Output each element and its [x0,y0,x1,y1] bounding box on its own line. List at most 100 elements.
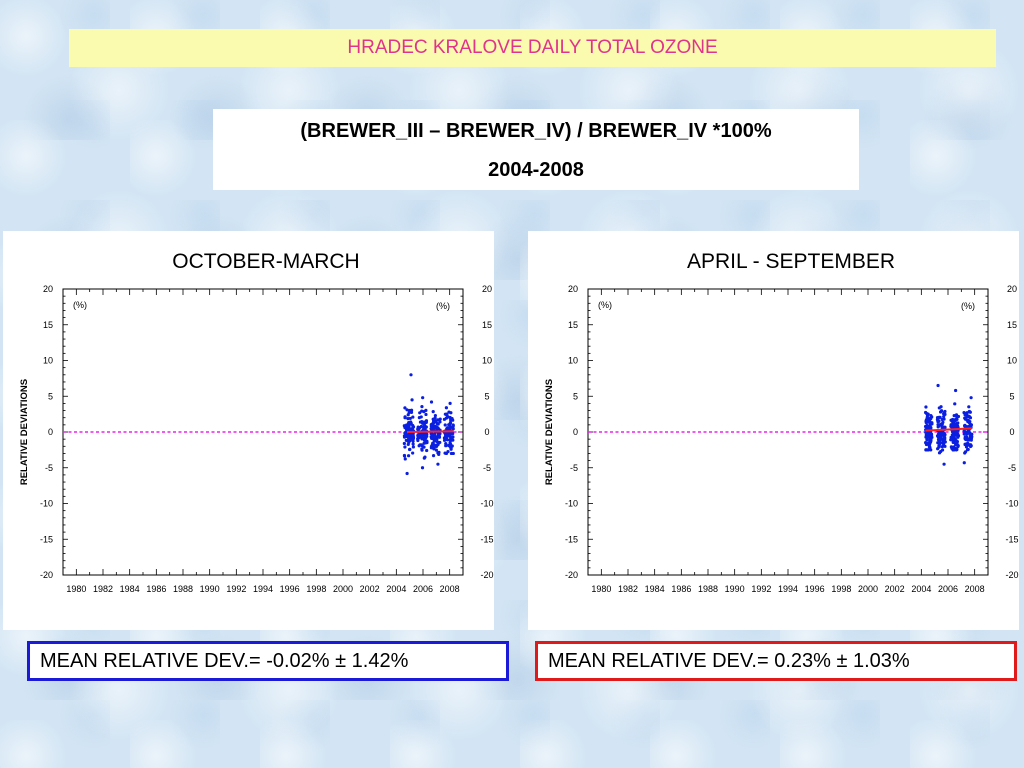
data-point [405,408,409,412]
y-tick-label-left: 0 [573,427,578,437]
data-point [942,435,946,439]
data-point [968,410,972,414]
y-tick-label-left: -15 [40,534,53,544]
y-tick-label-left: 15 [568,320,578,330]
data-point [421,396,425,400]
y-tick-label-right: 0 [484,427,489,437]
chart-title: APRIL - SEPTEMBER [687,250,895,273]
data-point [436,422,440,426]
data-point [927,443,931,447]
data-point [937,406,941,410]
data-point [929,433,934,437]
x-tick-label: 1994 [778,584,798,594]
y-tick-label-right: 10 [1007,356,1017,366]
y-tick-label-right: -20 [480,570,493,580]
data-point [422,441,426,445]
y-tick-label-right: -20 [1005,570,1018,580]
data-point [451,438,455,442]
data-point [429,446,433,450]
data-point [445,415,449,419]
data-point [419,424,423,429]
data-point [425,448,429,453]
data-point [423,455,427,459]
unit-label-right: (%) [961,301,975,311]
data-point [450,417,454,421]
data-point [940,417,944,422]
data-point [954,442,958,446]
data-point [410,433,415,437]
data-point [449,411,453,415]
data-point [432,447,436,451]
data-point [448,421,453,425]
data-point [956,435,960,439]
data-point [402,441,406,446]
y-tick-label-right: 15 [1007,320,1017,330]
y-axis-label: RELATIVE DEVIATIONS [544,379,555,485]
x-tick-label: 1992 [226,584,246,594]
y-tick-label-right: 0 [1009,427,1014,437]
data-point [409,408,414,412]
data-point [952,414,956,418]
data-point [407,421,411,425]
y-tick-label-right: -15 [1005,534,1018,544]
data-point [410,398,414,402]
y-tick-label-right: -10 [480,499,493,509]
data-point [938,410,943,414]
y-tick-label-left: -10 [40,499,53,509]
data-point [949,438,953,442]
x-tick-label: 1990 [725,584,745,594]
data-point [952,448,956,452]
data-point [963,431,967,435]
data-point [402,454,407,458]
data-point [936,423,940,427]
x-tick-label: 1996 [280,584,300,594]
data-point [935,416,940,420]
mean-deviation-box-right: MEAN RELATIVE DEV.= 0.23% ± 1.03% [535,641,1017,681]
data-point [924,430,928,435]
data-point [431,410,435,414]
x-tick-label: 2004 [386,584,406,594]
data-point [418,411,422,415]
data-point [442,417,447,421]
data-point [967,438,971,442]
y-tick-label-left: -20 [565,570,578,580]
data-point [955,447,959,452]
page-title: HRADEC KRALOVE DAILY TOTAL OZONE [69,29,996,67]
y-tick-label-left: 5 [48,391,53,401]
unit-label-left: (%) [73,300,87,310]
data-point [449,436,453,440]
data-point [451,423,455,427]
x-tick-label: 2008 [440,584,460,594]
data-point [431,419,436,423]
data-point [416,437,420,441]
data-point [943,440,947,444]
data-point [924,420,928,425]
data-point [419,443,423,447]
data-point [448,441,452,445]
data-point [969,423,974,427]
data-point [949,418,953,422]
data-point [420,404,424,409]
data-point [942,462,946,466]
x-tick-label: 1988 [698,584,718,594]
data-point [422,445,426,449]
data-point [421,427,426,431]
data-point [403,406,407,410]
x-tick-label: 1986 [671,584,691,594]
data-point [938,442,942,446]
data-point [446,443,451,448]
y-tick-label-left: 10 [568,356,578,366]
data-point [444,406,448,410]
data-point [955,422,959,426]
data-point [953,419,957,423]
data-point [963,416,967,420]
chart-svg-april-september: APRIL - SEPTEMBER 20 20 15 15 10 10 5 5 0 0 -5 -5 -10… [544,250,1019,594]
data-point [969,396,973,400]
data-point [424,408,428,412]
data-point [433,426,437,430]
x-tick-label: 1996 [805,584,825,594]
data-point [940,432,944,436]
y-tick-label-right: 5 [1009,391,1014,401]
data-point [424,420,428,424]
data-point [419,432,424,436]
